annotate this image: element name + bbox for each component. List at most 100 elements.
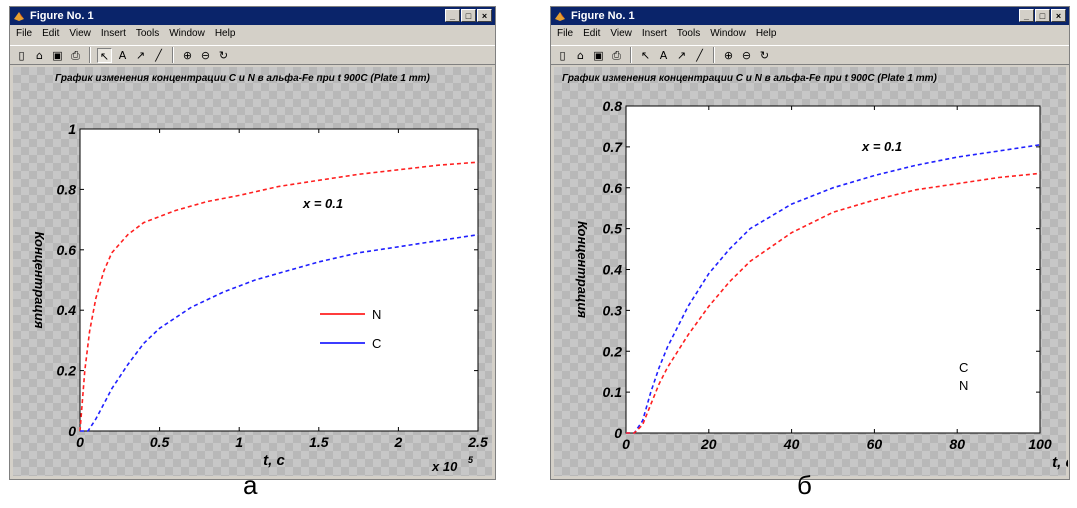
zoom-out-icon[interactable]: ⊖ (200, 48, 211, 62)
y-tick-label: 0.4 (603, 262, 623, 278)
insert-line-icon[interactable]: ╱ (696, 48, 703, 62)
save-icon[interactable]: ▣ (593, 48, 604, 62)
menu-view[interactable]: View (69, 28, 91, 39)
save-icon[interactable]: ▣ (52, 48, 63, 62)
y-axis-label: Концентрация (32, 232, 47, 329)
select-arrow-icon[interactable]: ↖ (97, 47, 112, 63)
insert-text-icon[interactable]: A (118, 48, 127, 62)
plot-title: График изменения концентрации С и N в ал… (562, 73, 937, 84)
plot-title: График изменения концентрации С и N в ал… (55, 73, 430, 84)
x-tick-label: 0 (76, 434, 84, 450)
print-icon[interactable]: ⎙ (612, 48, 621, 62)
figure-canvas: График изменения концентрации С и N в ал… (13, 67, 492, 476)
y-tick-label: 0.7 (603, 139, 624, 155)
menu-view[interactable]: View (610, 28, 632, 39)
menu-window[interactable]: Window (169, 28, 205, 39)
zoom-in-icon[interactable]: ⊕ (723, 48, 734, 62)
menu-insert[interactable]: Insert (641, 28, 667, 39)
legend-label-n: N (959, 378, 968, 393)
menu-file[interactable]: File (557, 28, 574, 39)
y-tick-label: 0.8 (57, 181, 77, 197)
plot-area (79, 128, 479, 432)
zoom-in-icon[interactable]: ⊕ (182, 48, 193, 62)
toolbar: ▯ ⌂ ▣ ⎙ ↖ A ↗ ╱ ⊕ ⊖ ↻ (10, 45, 495, 65)
menu-tools[interactable]: Tools (676, 28, 701, 39)
rotate-icon[interactable]: ↻ (218, 48, 229, 62)
insert-arrow-icon[interactable]: ↗ (676, 48, 687, 62)
x-tick-label: 1.5 (309, 434, 329, 450)
close-button[interactable]: × (1051, 9, 1066, 22)
caption-a: а (243, 470, 258, 500)
y-tick-label: 0.8 (603, 98, 623, 114)
legend-label-n: N (372, 307, 381, 322)
y-tick-label: 0.6 (603, 180, 623, 196)
print-icon[interactable]: ⎙ (71, 48, 80, 62)
legend-label-c: C (372, 336, 381, 351)
y-tick-label: 0.2 (603, 343, 623, 359)
menu-edit[interactable]: Edit (42, 28, 60, 39)
y-tick-label: 1 (68, 121, 76, 137)
series-line-n (626, 172, 1041, 434)
y-tick-label: 0 (68, 423, 76, 439)
x-tick-label: 2.5 (467, 434, 488, 450)
plot-area (625, 105, 1041, 434)
annotation-text: x = 0.1 (861, 139, 902, 154)
window-title: Figure No. 1 (571, 10, 635, 22)
matlab-logo-icon (555, 12, 565, 21)
x-axis-label: t, c (263, 452, 285, 469)
x-tick-label: 80 (949, 436, 965, 452)
menu-file[interactable]: File (16, 28, 33, 39)
x-axis-label: t, c (1052, 454, 1068, 471)
series-line-n (79, 161, 479, 432)
menu-help[interactable]: Help (214, 28, 236, 39)
x-exponent-power: 5 (468, 455, 474, 465)
window-title: Figure No. 1 (30, 10, 94, 22)
annotation-text: x = 0.1 (302, 196, 343, 211)
chart-b: 0 20 40 60 80 100 0 0.1 0.2 0.3 0.4 0.5 0.6 0.7 0.8 Кон… (575, 98, 1068, 471)
menu-insert[interactable]: Insert (100, 28, 126, 39)
open-folder-icon[interactable]: ⌂ (36, 48, 43, 62)
minimize-button[interactable]: _ (1019, 9, 1034, 22)
legend-label-c: C (959, 360, 968, 375)
x-tick-label: 40 (783, 436, 800, 452)
y-tick-label: 0.1 (603, 384, 623, 400)
maximize-button[interactable]: □ (1035, 9, 1050, 22)
x-tick-label: 2 (394, 434, 403, 450)
minimize-button[interactable]: _ (445, 9, 460, 22)
menu-window[interactable]: Window (710, 28, 746, 39)
rotate-icon[interactable]: ↻ (759, 48, 770, 62)
insert-arrow-icon[interactable]: ↗ (135, 48, 146, 62)
toolbar-separator (89, 47, 91, 63)
new-file-icon[interactable]: ▯ (18, 48, 25, 62)
y-tick-label: 0.5 (603, 221, 623, 237)
open-folder-icon[interactable]: ⌂ (577, 48, 584, 62)
y-tick-label: 0.3 (603, 302, 623, 318)
toolbar-separator (630, 47, 632, 63)
x-tick-label: 60 (867, 436, 883, 452)
new-file-icon[interactable]: ▯ (559, 48, 566, 62)
menu-tools[interactable]: Tools (135, 28, 160, 39)
figure-window-b: Figure No. 1 _ □ × File Edit View Insert… (550, 6, 1070, 480)
menu-edit[interactable]: Edit (583, 28, 601, 39)
insert-text-icon[interactable]: A (659, 48, 668, 62)
maximize-button[interactable]: □ (461, 9, 476, 22)
series-line-c (626, 144, 1041, 434)
chart-a: 0 0.5 1 1.5 2 2.5 0 0.2 0.4 0.6 0.8 1 Концентрация t,… (32, 121, 488, 474)
insert-line-icon[interactable]: ╱ (155, 48, 162, 62)
title-bar: Figure No. 1 _ □ × (551, 7, 1069, 25)
menu-bar: File Edit View Insert Tools Window Help (10, 25, 495, 43)
y-axis-label: Концентрация (575, 221, 590, 318)
select-arrow-icon[interactable]: ↖ (640, 48, 651, 62)
y-tick-label: 0 (614, 425, 622, 441)
title-bar: Figure No. 1 _ □ × (10, 7, 495, 25)
y-tick-label: 0.2 (57, 363, 77, 379)
figure-window-a: Figure No. 1 _ □ × File Edit View Insert… (9, 6, 496, 480)
close-button[interactable]: × (477, 9, 492, 22)
menu-help[interactable]: Help (755, 28, 777, 39)
zoom-out-icon[interactable]: ⊖ (741, 48, 752, 62)
x-tick-label: 0 (622, 436, 630, 452)
x-tick-label: 0.5 (150, 434, 170, 450)
x-tick-label: 100 (1028, 436, 1052, 452)
y-tick-label: 0.6 (57, 242, 77, 258)
x-exponent-label: x 10 (431, 459, 458, 474)
